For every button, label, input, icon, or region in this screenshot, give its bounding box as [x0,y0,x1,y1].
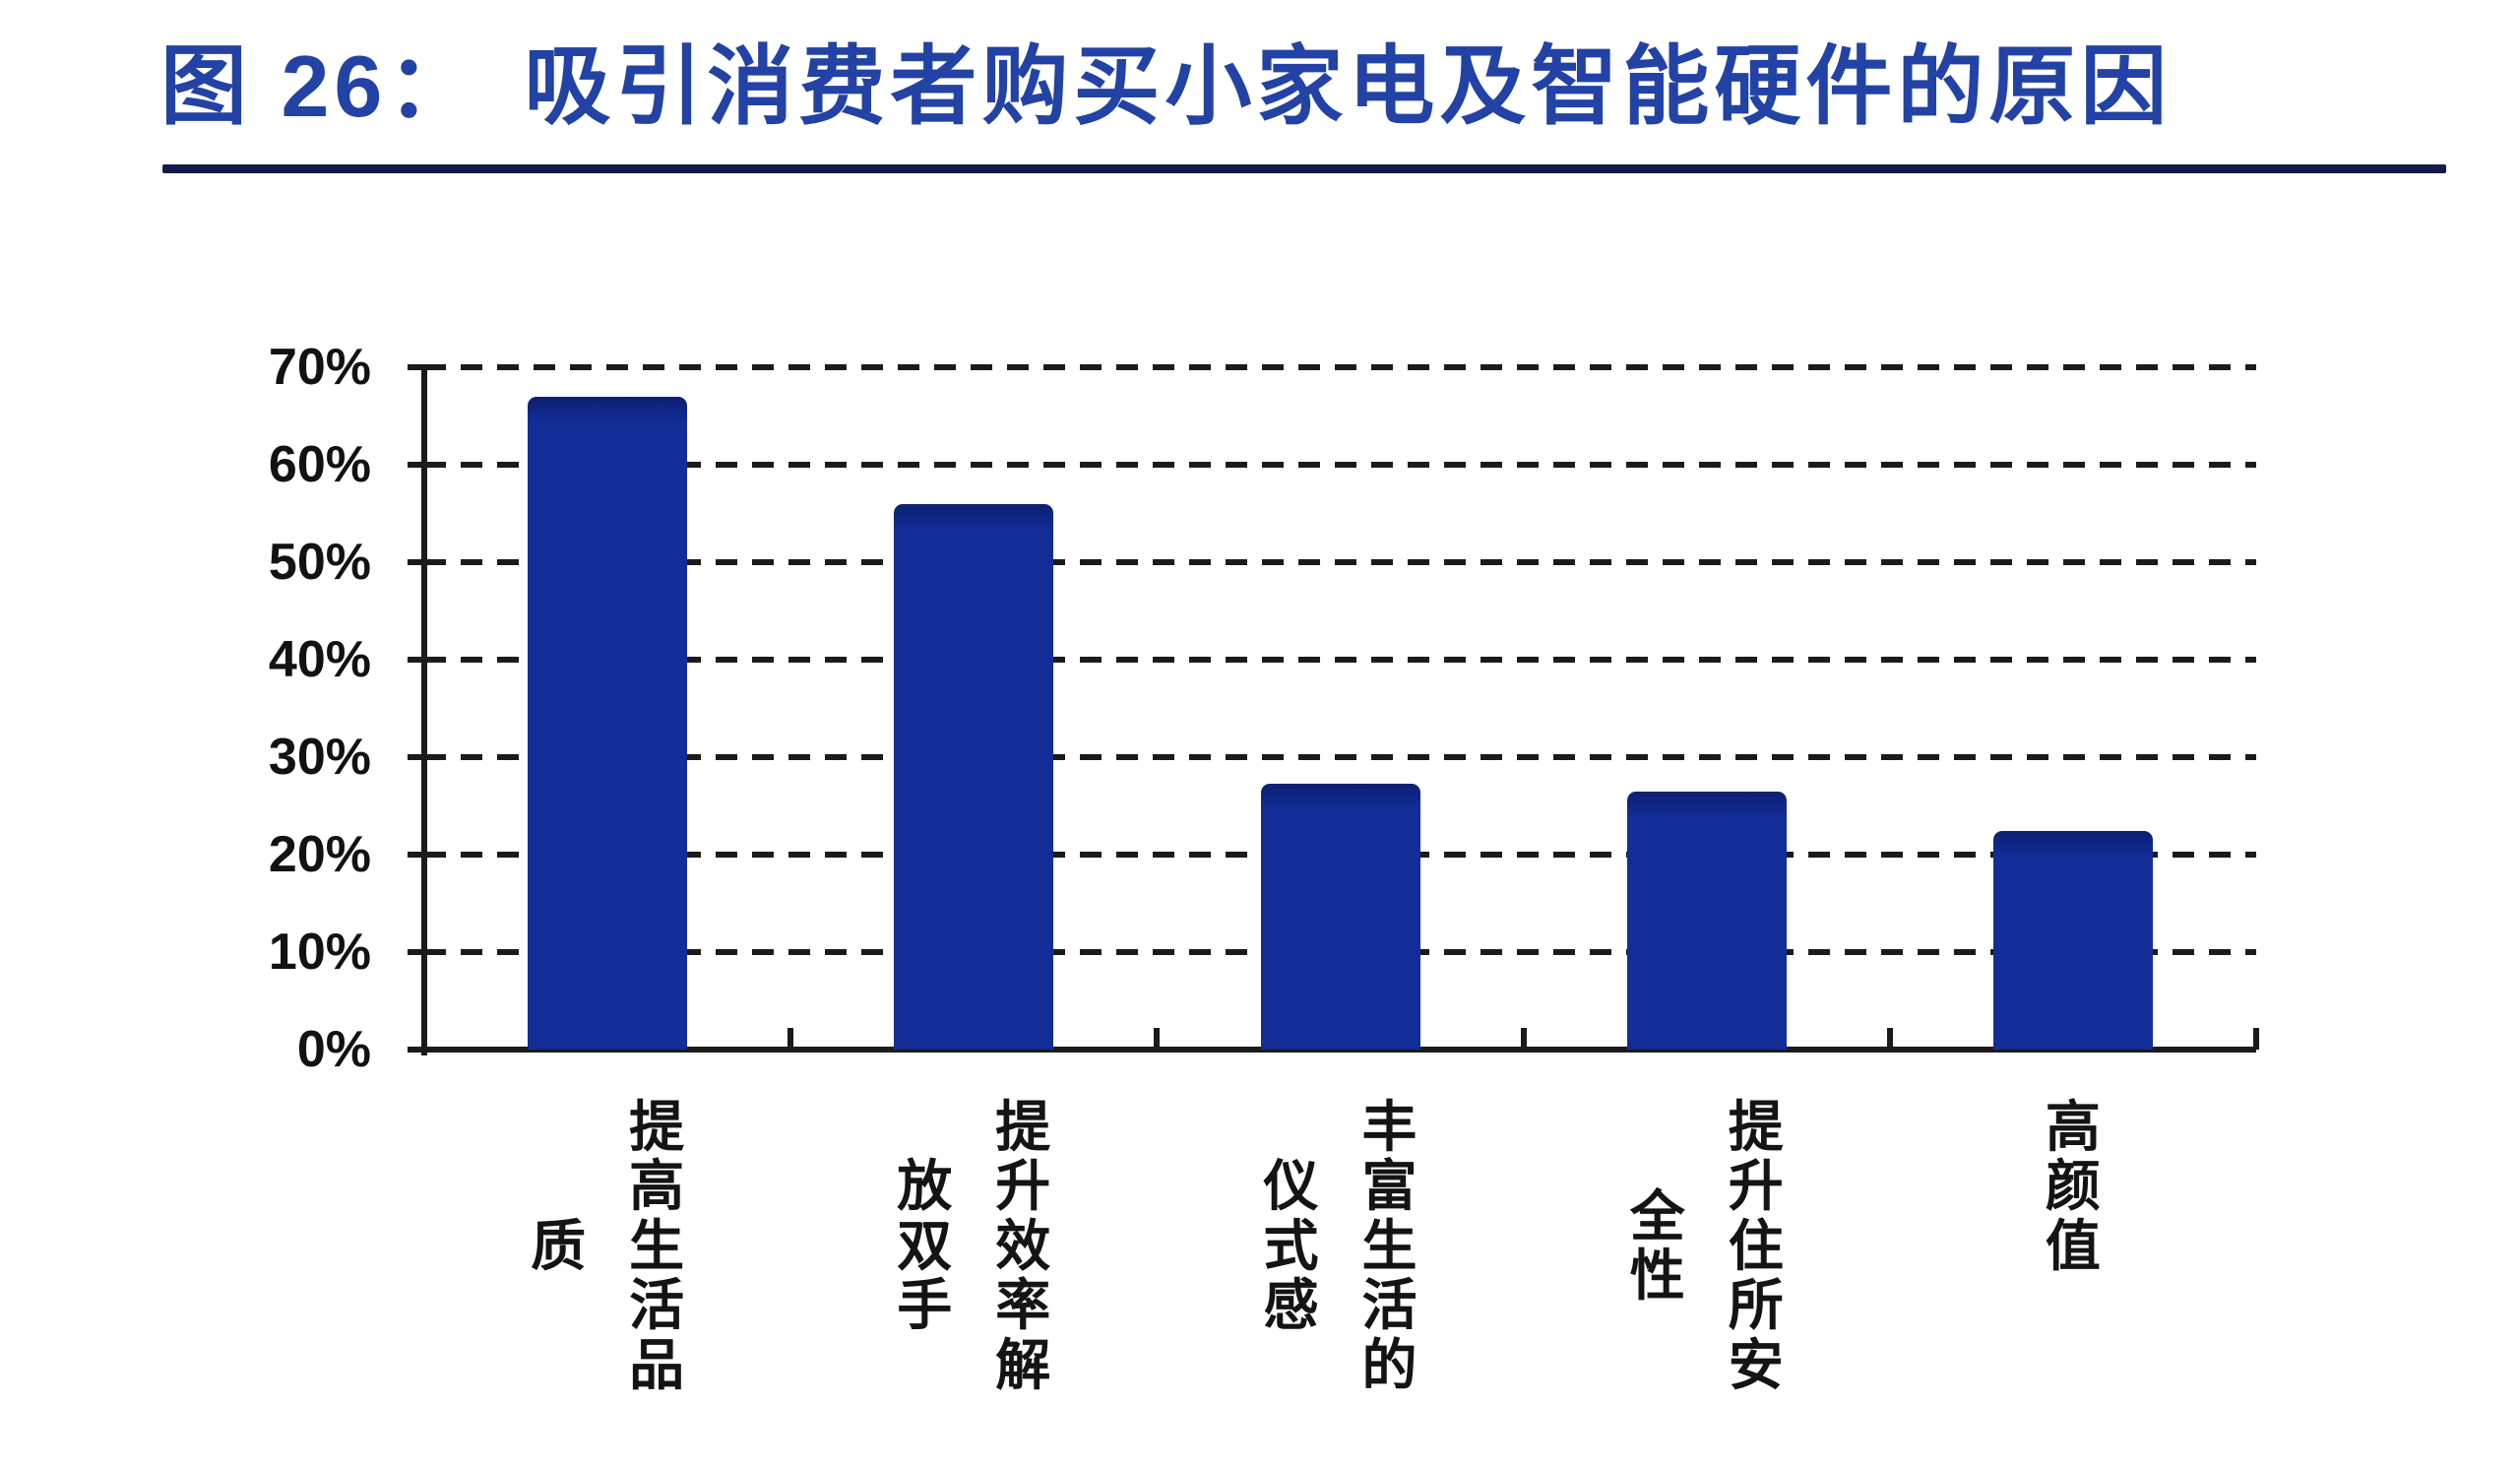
category-label: 提升效率解 放双手 [896,1096,1051,1396]
y-tick-label: 40% [268,631,371,688]
category-label: 丰富生活的 仪式感 [1263,1096,1418,1396]
y-tick-label: 10% [268,924,371,981]
category-label-column: 放双手 [897,1155,953,1337]
y-axis-tick-50pct [408,559,421,565]
category-label-column: 仪式感 [1263,1155,1319,1337]
category-label: 提升住所安 全性 [1629,1096,1785,1396]
y-tick-label: 0% [296,1021,371,1078]
gridline-30pct [424,754,2256,760]
figure-title-text: 吸引消费者购买小家电及智能硬件的原因 [524,37,2173,135]
y-axis-tick-0pct [408,1047,421,1053]
x-axis-tick-2 [1154,1028,1161,1050]
x-axis-tick-3 [1520,1028,1527,1050]
gridline-50pct [424,559,2256,565]
y-tick-label: 50% [268,534,371,591]
bar-4 [1626,791,1787,1050]
y-axis-tick-60pct [408,462,421,468]
title-underline [162,164,2446,173]
category-label-column: 全性 [1629,1184,1685,1308]
y-tick-label: 20% [268,826,371,883]
x-axis-tick-1 [788,1028,794,1050]
x-axis-tick-4 [1886,1028,1893,1050]
y-axis-tick-40pct [408,657,421,663]
y-tick-label: 60% [268,436,371,493]
y-axis-tick-10pct [408,949,421,955]
category-label-column: 质 [531,1214,587,1277]
category-label: 提高生活品质 [530,1096,685,1396]
y-axis-tick-30pct [408,754,421,760]
figure-number-label: 图 26： [160,37,479,135]
y-tick-label: 70% [268,339,371,396]
bar-3 [1260,783,1420,1050]
gridline-40pct [424,657,2256,663]
x-axis [413,1047,2256,1053]
category-label-column: 高颜值 [2045,1096,2101,1277]
bar-2 [894,503,1054,1050]
x-axis-tick-5 [2253,1028,2259,1050]
y-axis-tick-20pct [408,852,421,858]
category-label-column: 丰富生活的 [1361,1096,1418,1396]
gridline-70pct [424,364,2256,370]
category-label-column: 提升效率解 [995,1096,1051,1396]
category-label-column: 提升住所安 [1728,1096,1784,1396]
bar-5 [1992,831,2153,1050]
bar-1 [528,396,688,1050]
y-axis [421,364,427,1055]
category-label: 高颜值 [2045,1096,2102,1277]
y-axis-tick-70pct [408,364,421,370]
category-label-column: 提高生活品 [629,1096,685,1396]
y-tick-label: 30% [268,729,371,786]
figure-title: 图 26： 吸引消费者购买小家电及智能硬件的原因 [160,37,2425,135]
gridline-60pct [424,462,2256,468]
